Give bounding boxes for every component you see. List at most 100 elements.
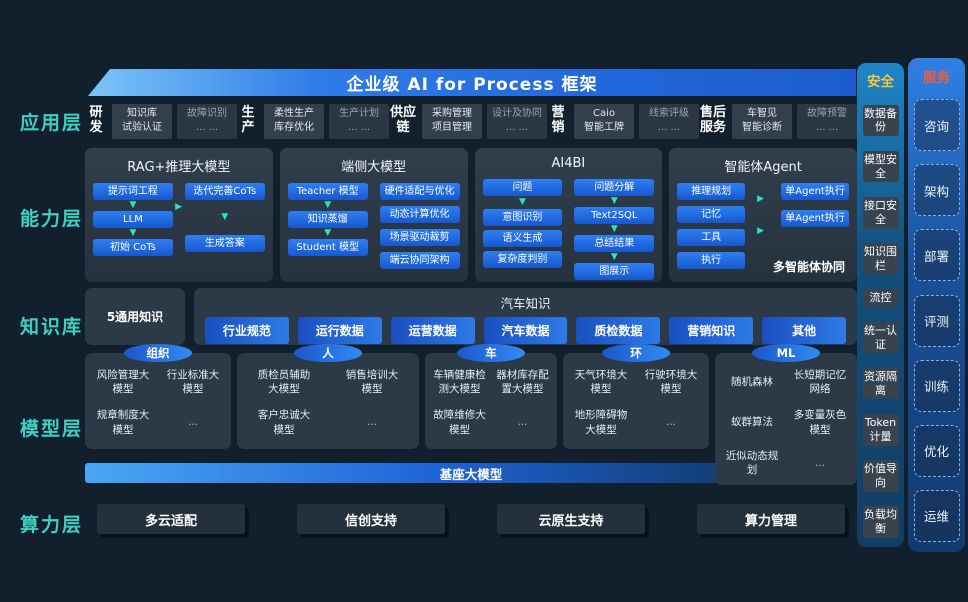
app-box: 设计及协同 ... ...	[487, 103, 547, 139]
app-box-line: ... ...	[505, 122, 529, 133]
security-column: 安全 数据备份 模型安全 接口安全 知识围栏 流控 统一认证 资源隔离 Toke…	[857, 63, 904, 547]
model-item: 近似动态规划	[725, 449, 779, 476]
model-grid: 随机森林 长短期记忆网络 蚁群算法 多变量灰色模型 近似动态规划 ...	[719, 368, 853, 477]
banner-title: 企业级 AI for Process 框架	[88, 69, 856, 96]
chip: 生成答案	[184, 235, 265, 252]
app-group-rnd: 研发 知识库 试验认证 故障识别 ... ...	[85, 103, 237, 139]
model-item: 蚁群算法	[731, 416, 773, 429]
arrow-down-icon: ▼	[221, 212, 229, 222]
edge-columns: Teacher 模型 ▼ 知识蒸馏 ▼ Student 模型 硬件适配与优化 动…	[287, 183, 460, 269]
security-item: 资源隔离	[862, 367, 899, 400]
service-item: 评测	[913, 294, 960, 347]
rag-right-column: 迭代完善CoTs ▼ 生成答案	[184, 183, 265, 256]
chip: 总结结果	[574, 235, 655, 252]
chip: 记忆	[677, 206, 746, 223]
model-group-pill: 环	[602, 344, 670, 362]
chip: LLM	[93, 211, 173, 228]
layer-label-knowledge: 知识库	[20, 316, 84, 338]
model-item: 天气环境大模型	[574, 369, 628, 396]
arrow-right-icon: ▶	[757, 194, 765, 204]
multi-agent-caption: 多智能体协同	[772, 260, 845, 274]
app-box-line: ... ...	[815, 122, 839, 133]
chip: 知识蒸馏	[287, 211, 368, 228]
app-box-line: 采购管理	[432, 107, 472, 119]
edge-right-column: 硬件适配与优化 动态计算优化 场景驱动裁剪 端云协同架构	[379, 183, 460, 269]
model-item: 长短期记忆网络	[793, 369, 847, 396]
model-item: 车辆健康检测大模型	[433, 369, 486, 396]
app-box-line: 设计及协同	[492, 107, 542, 119]
app-box: 柔性生产 库存优化	[264, 103, 324, 139]
service-item: 优化	[913, 424, 960, 477]
knowledge-row: 5通用知识 汽车知识 行业规范 运行数据 运营数据 汽车数据 质检数据 营销知识…	[85, 288, 857, 345]
app-group-supply-chain: 供应链 采购管理 项目管理 设计及协同 ... ...	[389, 103, 547, 139]
compute-button: 算力管理	[697, 504, 845, 534]
app-group-production: 生产 柔性生产 库存优化 生产计划 ... ...	[237, 103, 389, 139]
chip: 语义生成	[482, 230, 563, 247]
ai4bi-left-column: 问题 ▼ 意图识别 语义生成 复杂度判别	[482, 179, 563, 280]
arrow-down-icon: ▼	[610, 252, 618, 262]
app-box-line: ... ...	[657, 122, 681, 133]
compute-row: 多云适配 信创支持 云原生支持 算力管理	[85, 504, 857, 534]
layer-label-capability: 能力层	[20, 208, 84, 230]
chip: 动态计算优化	[379, 206, 460, 223]
app-box-line: 故障预警	[807, 107, 847, 119]
app-box-line: 柔性生产	[274, 107, 314, 119]
security-item: 知识围栏	[862, 243, 899, 275]
app-box: 故障识别 ... ...	[177, 103, 237, 139]
auto-knowledge-panel: 汽车知识 行业规范 运行数据 运营数据 汽车数据 质检数据 营销知识 其他	[194, 288, 857, 345]
model-item: 质检员辅助大模型	[257, 369, 311, 396]
app-box-line: 智能诊断	[742, 122, 782, 133]
arrow-down-icon: ▼	[324, 200, 332, 210]
app-box: 采购管理 项目管理	[422, 103, 482, 139]
knowledge-chip: 行业规范	[205, 317, 289, 344]
edge-left-column: Teacher 模型 ▼ 知识蒸馏 ▼ Student 模型	[287, 183, 368, 269]
chip: Text2SQL	[574, 207, 655, 224]
model-item: 随机森林	[731, 376, 773, 389]
security-header: 安全	[867, 74, 894, 90]
knowledge-chip: 营销知识	[669, 317, 754, 344]
knowledge-chip: 运行数据	[297, 317, 382, 344]
service-header: 服务	[923, 70, 950, 86]
layer-label-model: 模型层	[20, 418, 84, 440]
app-box: 知识库 试验认证	[112, 103, 172, 139]
chip: 执行	[677, 252, 746, 269]
service-item: 训练	[913, 359, 960, 412]
model-row: 组织 风险管理大模型 行业标准大模型 规章制度大模型 ... 人 质检员辅助大模…	[85, 344, 857, 486]
model-grid: 质检员辅助大模型 销售培训大模型 客户忠诚大模型 ...	[241, 368, 415, 437]
app-box-line: ... ...	[347, 122, 371, 133]
agent-left-column: 推理规划 记忆 工具 执行	[677, 183, 746, 269]
app-group-after-sales: 售后服务 车智见 智能诊断 故障预警 ... ...	[699, 103, 857, 139]
model-item: 多变量灰色模型	[793, 409, 847, 436]
panel-agent: 智能体Agent 推理规划 记忆 工具 执行 ▶ ▶ 单Agent执行 单Age…	[669, 148, 857, 282]
chip: 硬件适配与优化	[379, 183, 460, 200]
arrow-down-icon: ▼	[610, 196, 618, 206]
agent-right-column: 单Agent执行 单Agent执行	[781, 183, 849, 269]
chip: 提示词工程	[93, 183, 173, 200]
service-item: 部署	[913, 229, 960, 282]
arrow-down-icon: ▼	[610, 224, 618, 234]
ai4bi-right-column: 问题分解 ▼ Text2SQL ▼ 总结结果 ▼ 图展示	[574, 179, 655, 280]
model-item: 行驶环境大模型	[644, 369, 698, 396]
panel-title: AI4BI	[551, 156, 586, 171]
app-box-line: 生产计划	[339, 107, 379, 119]
arrow-down-icon: ▼	[518, 197, 526, 207]
chip: 问题	[482, 179, 563, 196]
app-group-label: 供应链	[389, 105, 416, 135]
app-group-label: 售后服务	[699, 105, 726, 135]
model-item: 行业标准大模型	[166, 369, 220, 396]
model-group-vehicle: 车 车辆健康检测大模型 器材库存配置大模型 故障维修大模型 ...	[425, 344, 557, 449]
ai4bi-columns: 问题 ▼ 意图识别 语义生成 复杂度判别 问题分解 ▼ Text2SQL ▼ 总…	[482, 179, 655, 280]
security-item: 接口安全	[862, 197, 899, 229]
panel-edge-model: 端侧大模型 Teacher 模型 ▼ 知识蒸馏 ▼ Student 模型 硬件适…	[279, 148, 468, 282]
panel-ai4bi: AI4BI 问题 ▼ 意图识别 语义生成 复杂度判别 问题分解 ▼ Text2S…	[474, 148, 663, 282]
arrow-down-icon: ▼	[324, 228, 332, 238]
auto-knowledge-title: 汽车知识	[500, 296, 551, 311]
model-item-ellipsis: ...	[665, 416, 676, 429]
chip: 意图识别	[482, 209, 563, 226]
chip: 单Agent执行	[781, 183, 849, 200]
arrow-right-icon: ▶	[757, 226, 765, 236]
app-group-label: 营销	[551, 105, 565, 135]
security-item: 负载均衡	[862, 506, 899, 538]
app-box-line: ... ...	[195, 122, 219, 133]
